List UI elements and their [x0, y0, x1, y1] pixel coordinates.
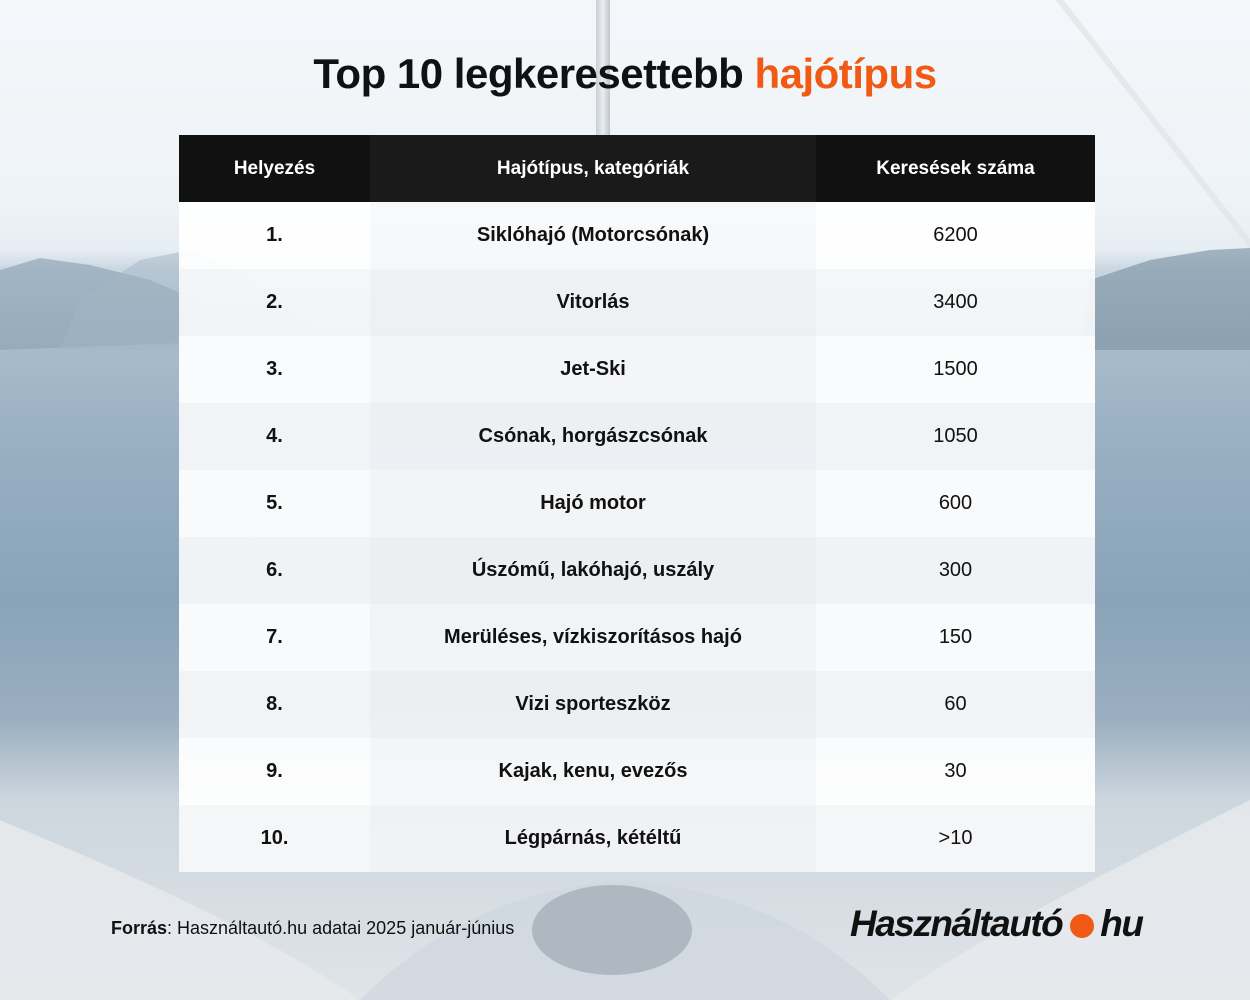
ranking-table: Helyezés Hajótípus, kategóriák Keresések… [179, 135, 1095, 872]
header-rank: Helyezés [179, 135, 370, 202]
rank-cell: 6. [179, 537, 370, 604]
searches-cell: 30 [816, 738, 1095, 805]
category-cell: Hajó motor [370, 470, 816, 537]
category-cell: Merüléses, vízkiszorításos hajó [370, 604, 816, 671]
header-category: Hajótípus, kategóriák [370, 135, 816, 202]
category-cell: Kajak, kenu, evezős [370, 738, 816, 805]
table-row: 8. Vizi sporteszköz 60 [179, 671, 1095, 738]
logo-text-left: Használtautó [850, 903, 1064, 944]
logo-text-right: hu [1100, 903, 1144, 944]
page-title: Top 10 legkeresettebb hajótípus [0, 50, 1250, 98]
rank-cell: 9. [179, 738, 370, 805]
table-body: 1. Siklóhajó (Motorcsónak) 6200 2. Vitorlás 3… [179, 202, 1095, 872]
table-row: 1. Siklóhajó (Motorcsónak) 6200 [179, 202, 1095, 269]
searches-cell: 150 [816, 604, 1095, 671]
table-row: 3. Jet-Ski 1500 [179, 336, 1095, 403]
source-label: Forrás [111, 918, 168, 938]
rank-cell: 3. [179, 336, 370, 403]
table-row: 5. Hajó motor 600 [179, 470, 1095, 537]
source-note: Forrás: Használtautó.hu adatai 2025 janu… [111, 918, 514, 939]
background-deck [0, 800, 1250, 1000]
category-cell: Vizi sporteszköz [370, 671, 816, 738]
rank-cell: 1. [179, 202, 370, 269]
category-cell: Jet-Ski [370, 336, 816, 403]
searches-cell: >10 [816, 805, 1095, 872]
searches-cell: 6200 [816, 202, 1095, 269]
table-row: 4. Csónak, horgászcsónak 1050 [179, 403, 1095, 470]
title-accent: hajótípus [754, 50, 937, 97]
category-cell: Vitorlás [370, 269, 816, 336]
header-searches: Keresések száma [816, 135, 1095, 202]
category-cell: Siklóhajó (Motorcsónak) [370, 202, 816, 269]
hasznaltauto-logo: Használtautó hu [850, 903, 1144, 945]
searches-cell: 600 [816, 470, 1095, 537]
rank-cell: 4. [179, 403, 370, 470]
table-row: 9. Kajak, kenu, evezős 30 [179, 738, 1095, 805]
rank-cell: 2. [179, 269, 370, 336]
background-mast [596, 0, 610, 140]
table-row: 7. Merüléses, vízkiszorításos hajó 150 [179, 604, 1095, 671]
rank-cell: 7. [179, 604, 370, 671]
searches-cell: 1050 [816, 403, 1095, 470]
title-main: Top 10 legkeresettebb [313, 50, 755, 97]
searches-cell: 3400 [816, 269, 1095, 336]
table-header: Helyezés Hajótípus, kategóriák Keresések… [179, 135, 1095, 202]
logo-dot-icon [1070, 914, 1095, 938]
searches-cell: 60 [816, 671, 1095, 738]
source-text: : Használtautó.hu adatai 2025 január-jún… [167, 918, 515, 938]
table-row: 6. Úszómű, lakóhajó, uszály 300 [179, 537, 1095, 604]
searches-cell: 300 [816, 537, 1095, 604]
rank-cell: 10. [179, 805, 370, 872]
rank-cell: 5. [179, 470, 370, 537]
table-row: 10. Légpárnás, kétéltű >10 [179, 805, 1095, 872]
category-cell: Légpárnás, kétéltű [370, 805, 816, 872]
category-cell: Úszómű, lakóhajó, uszály [370, 537, 816, 604]
rank-cell: 8. [179, 671, 370, 738]
category-cell: Csónak, horgászcsónak [370, 403, 816, 470]
searches-cell: 1500 [816, 336, 1095, 403]
table-row: 2. Vitorlás 3400 [179, 269, 1095, 336]
